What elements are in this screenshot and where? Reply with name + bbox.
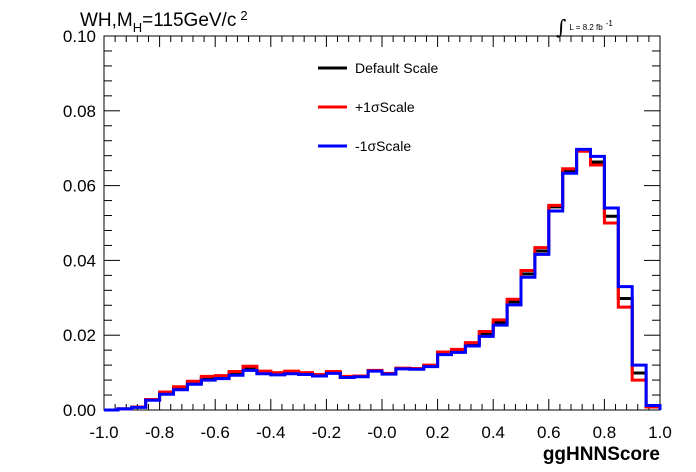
lumi-text: L = 8.2 fb xyxy=(569,23,603,32)
x-tick-labels: -1.0 -0.8 -0.6 -0.4 -0.2 -0.0 0.2 0.4 0.6 0.8 1.0 xyxy=(89,423,671,442)
chart-title: WH,MH=115GeV/c 2 xyxy=(80,8,248,35)
title-superscript: 2 xyxy=(240,8,247,23)
x-tick-label: -0.2 xyxy=(312,423,341,442)
x-tick-label: -1.0 xyxy=(89,423,118,442)
plot-frame xyxy=(103,35,661,411)
legend-label: Default Scale xyxy=(355,60,438,76)
y-tick-labels: 0.00 0.02 0.04 0.06 0.08 0.10 xyxy=(63,27,96,420)
x-tick-label: -0.4 xyxy=(256,423,285,442)
legend-label: -1σScale xyxy=(355,138,411,154)
integral-symbol: ∫ xyxy=(556,15,566,39)
legend-label: +1σScale xyxy=(355,99,415,115)
lumi-superscript: -1 xyxy=(606,19,614,28)
x-tick-label: 0.2 xyxy=(426,423,450,442)
legend: Default Scale +1σScale -1σScale xyxy=(318,60,438,154)
x-tick-label: -0.8 xyxy=(145,423,174,442)
y-tick-label: 0.08 xyxy=(63,102,96,121)
title-suffix: =115GeV/c xyxy=(142,10,236,31)
x-axis-label: ggHNNScore xyxy=(543,444,660,465)
y-tick-label: 0.10 xyxy=(63,27,96,46)
x-tick-label: 0.4 xyxy=(481,423,505,442)
y-tick-label: 0.00 xyxy=(63,401,96,420)
axis-ticks xyxy=(103,35,661,411)
y-tick-label: 0.06 xyxy=(63,177,96,196)
x-tick-label: 1.0 xyxy=(648,423,672,442)
lumi-label: ∫ L = 8.2 fb -1 xyxy=(556,15,613,39)
x-tick-label: -0.0 xyxy=(367,423,396,442)
series-line-2 xyxy=(104,147,662,412)
title-prefix: WH,M xyxy=(80,10,133,31)
x-tick-label: 0.8 xyxy=(593,423,617,442)
x-tick-label: -0.6 xyxy=(201,423,230,442)
y-tick-label: 0.02 xyxy=(63,326,96,345)
y-tick-label: 0.04 xyxy=(63,251,96,270)
x-tick-label: 0.6 xyxy=(537,423,561,442)
title-subscript: H xyxy=(133,20,142,35)
series-group xyxy=(104,147,662,412)
